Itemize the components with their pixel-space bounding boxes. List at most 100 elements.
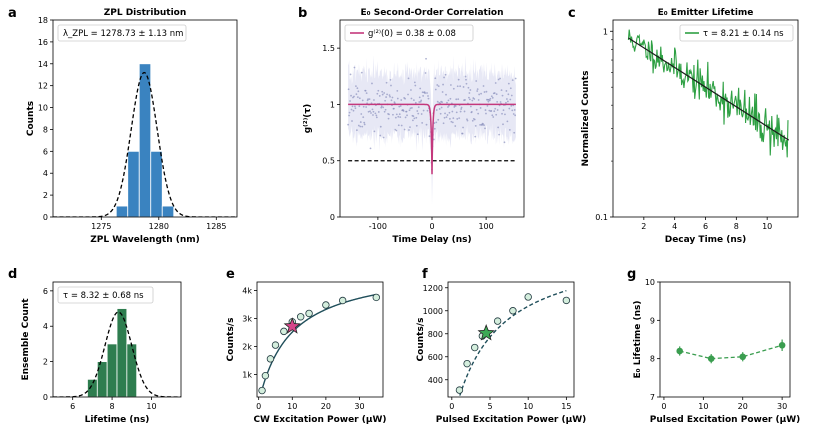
raw-data-point [482, 85, 485, 87]
raw-data-point [452, 117, 455, 120]
raw-data-point [436, 100, 439, 103]
raw-data-point [389, 78, 392, 81]
raw-data-point [432, 138, 435, 141]
raw-data-point [466, 119, 469, 122]
y-tick-label: 6 [43, 147, 48, 156]
raw-data-point [422, 95, 425, 97]
raw-data-point [456, 118, 459, 120]
raw-data-point [454, 105, 457, 107]
raw-data-point [465, 82, 468, 85]
raw-data-point [371, 108, 374, 111]
raw-data-point [412, 99, 415, 101]
raw-data-point [497, 78, 500, 81]
raw-data-point [351, 105, 354, 108]
x-axis-label: CW Excitation Power (μW) [253, 415, 386, 425]
legend-box [344, 24, 474, 42]
raw-data-point [508, 129, 511, 131]
raw-data-point [495, 113, 498, 116]
raw-data-point [490, 95, 493, 98]
raw-data-point [475, 80, 478, 82]
raw-data-point [511, 79, 514, 82]
data-point [271, 341, 280, 349]
y-tick-label: 2 [43, 358, 48, 367]
raw-data-point [367, 110, 370, 113]
lifetime-line [679, 344, 783, 360]
data-point [338, 296, 347, 305]
raw-data-point [379, 125, 382, 128]
raw-data-point [424, 92, 426, 94]
raw-data-point [400, 99, 403, 101]
y-tick-label: 4k [242, 286, 252, 295]
axes-frame-g [659, 281, 791, 398]
raw-data-point [365, 106, 368, 108]
raw-data-point [433, 127, 436, 130]
data-point [455, 386, 464, 394]
y-tick-label: 8 [650, 355, 655, 364]
raw-data-point [466, 118, 468, 121]
raw-data-point [514, 77, 517, 80]
raw-data-point [357, 124, 360, 127]
x-tick-label: 30 [354, 402, 364, 411]
data-point [562, 296, 571, 305]
exponential-fit-line [628, 37, 790, 141]
histogram-bar [138, 63, 152, 217]
data-point [471, 343, 479, 352]
histogram-bar [87, 378, 98, 397]
y-axis-label: g⁽²⁾(τ) [303, 104, 313, 134]
raw-data-point [442, 83, 444, 86]
legend-label: λ_ZPL = 1278.73 ± 1.13 nm [63, 29, 183, 39]
legend-label: g⁽²⁾(0) = 0.38 ± 0.08 [368, 29, 456, 39]
raw-data-point [352, 109, 355, 112]
data-point [296, 313, 305, 321]
raw-data-point [480, 92, 482, 95]
x-tick-label: 10 [287, 402, 297, 411]
histogram-bar [126, 343, 138, 397]
axes-frame-c [612, 19, 799, 218]
raw-data-point [459, 110, 462, 113]
panel-c: 2 4 6 8 10 0.1 1 Decay Time (ns) Normalized Coun… [568, 6, 799, 245]
raw-data-point [370, 112, 372, 114]
raw-data-point [441, 101, 444, 104]
data-point [305, 309, 313, 318]
raw-data-point [361, 99, 364, 102]
data-point [493, 317, 502, 325]
raw-data-point [455, 98, 458, 101]
legend-box [57, 24, 187, 42]
raw-data-point [444, 73, 447, 76]
raw-data-point [437, 118, 440, 121]
y-tick-label: 1.5 [322, 44, 335, 53]
raw-data-point [457, 98, 460, 101]
raw-data-point [390, 84, 392, 87]
raw-data-point [426, 92, 428, 94]
raw-data-point [384, 99, 387, 102]
histogram-bar [161, 205, 175, 217]
raw-data-point [355, 85, 357, 88]
raw-data-point [396, 97, 399, 100]
raw-data-point [509, 98, 512, 101]
raw-data-point [449, 97, 452, 100]
y-tick-label: 4 [43, 169, 48, 178]
raw-data-point [411, 107, 413, 109]
data-point [261, 371, 270, 380]
raw-data-point [372, 114, 374, 116]
raw-data-point [360, 71, 363, 74]
raw-data-point [476, 88, 479, 91]
data-point [463, 359, 471, 368]
raw-data-point [464, 75, 467, 78]
raw-data-point [347, 88, 350, 91]
raw-data-point [425, 123, 428, 126]
raw-data-point [360, 113, 363, 115]
x-tick-label: 0 [429, 222, 434, 231]
x-axis-label: Lifetime (ns) [85, 415, 150, 425]
y-axis-label: Counts/s [226, 318, 236, 362]
raw-data-point [374, 112, 377, 115]
x-axis-label: ZPL Wavelength (nm) [90, 235, 200, 245]
raw-data-point [474, 135, 477, 138]
raw-data-point [424, 72, 427, 74]
panel-letter: f [422, 267, 428, 282]
raw-data-point [489, 97, 492, 100]
raw-data-point [408, 129, 410, 131]
saturation-fit-line [260, 293, 377, 393]
x-tick-label: 20 [321, 402, 331, 411]
y-tick-label: 2k [242, 343, 252, 352]
